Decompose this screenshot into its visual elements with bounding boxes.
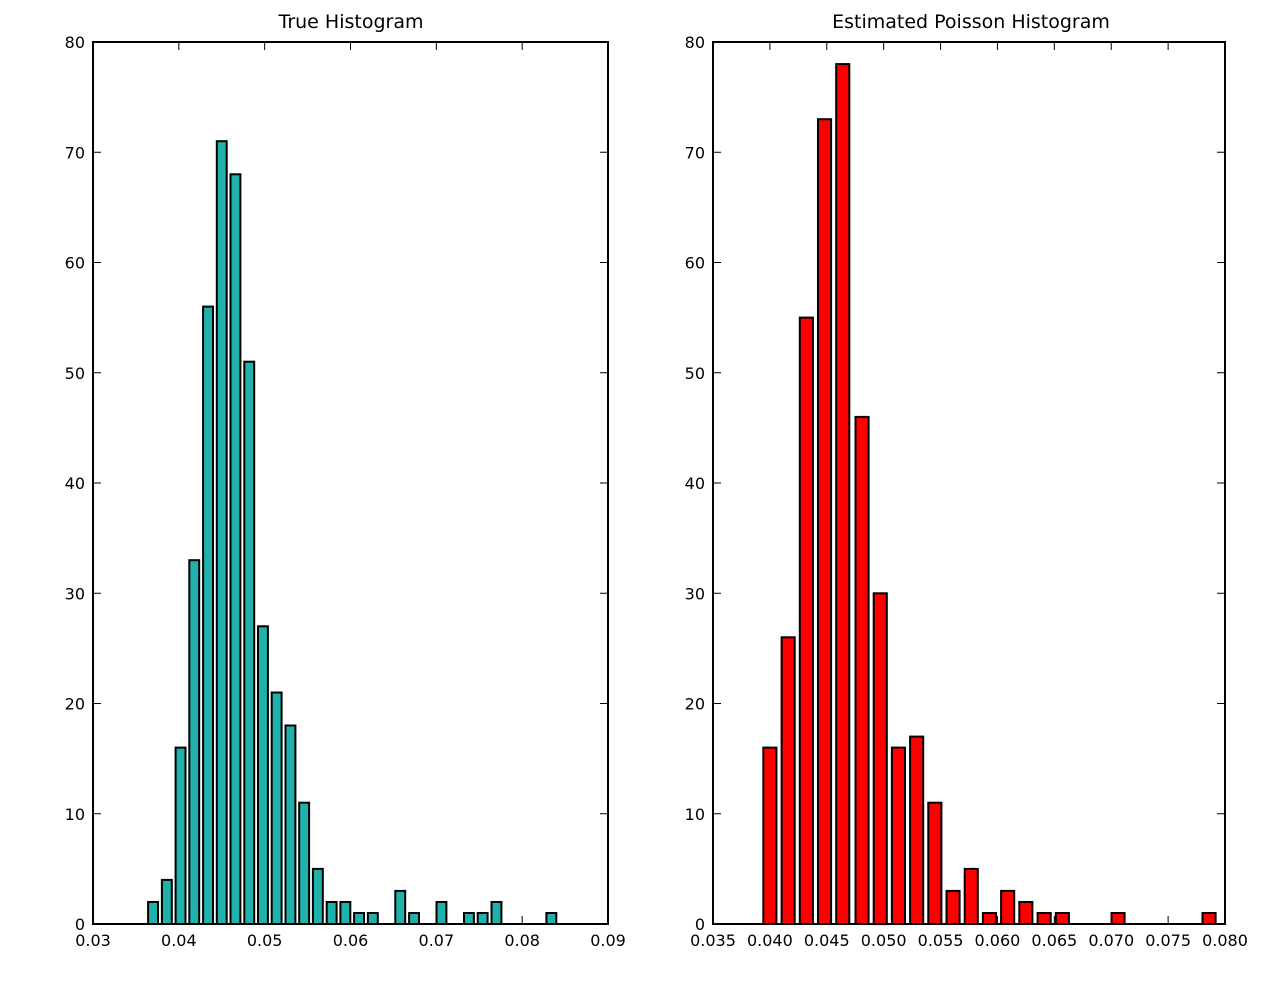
histogram-bar (353, 912, 366, 925)
histogram-bar (202, 305, 215, 926)
histogram-bar (298, 801, 311, 926)
chart-title: True Histogram (278, 11, 424, 33)
histogram-bar (1018, 901, 1034, 925)
histogram-bar (147, 901, 160, 925)
histogram-bar (339, 901, 352, 925)
x-tick-label: 0.05 (247, 931, 283, 950)
histogram-bar (780, 636, 796, 925)
histogram-bar (545, 912, 558, 925)
histogram-bar (1110, 912, 1126, 925)
histogram-bar (909, 735, 925, 925)
histogram-bar (188, 559, 201, 925)
x-tick-label: 0.09 (590, 931, 626, 950)
y-tick-label: 70 (65, 143, 85, 162)
x-tick-label: 0.070 (1088, 931, 1134, 950)
estimated-poisson-histogram-chart: Estimated Poisson Histogram 0.035 0.040 0.… (685, 11, 1248, 950)
x-tick-label: 0.080 (1202, 931, 1248, 950)
y-tick-label: 50 (65, 364, 85, 383)
bars-layer (762, 63, 1217, 926)
histogram-bar (160, 878, 173, 926)
histogram-bar (762, 746, 778, 925)
ticks-layer: 0.035 0.040 0.045 0.050 0.055 0.060 0.065 0.070… (685, 33, 1248, 950)
histogram-bar (257, 625, 269, 925)
y-tick-label: 20 (685, 695, 705, 714)
y-tick-label: 10 (685, 805, 705, 824)
x-tick-label: 0.060 (975, 931, 1021, 950)
histogram-bar (490, 901, 503, 925)
histogram-bar (229, 173, 242, 926)
histogram-bar (408, 912, 421, 925)
histogram-bar (1000, 889, 1016, 926)
histogram-bar (835, 63, 851, 926)
histogram-bar (476, 912, 489, 925)
y-tick-label: 40 (685, 474, 705, 493)
y-tick-label: 80 (685, 33, 705, 52)
y-tick-label: 40 (65, 474, 85, 493)
histogram-bar (1054, 912, 1070, 925)
ticks-layer: 0.03 0.04 0.05 0.06 0.07 0.08 0.09 0 10 20 30 40 50 6… (65, 33, 626, 950)
x-tick-label: 0.040 (747, 931, 793, 950)
y-tick-label: 60 (65, 254, 85, 273)
histogram-bar (981, 912, 998, 925)
histogram-bar (270, 691, 283, 925)
plot-frame (92, 41, 609, 925)
histogram-bar (798, 316, 814, 926)
x-tick-label: 0.055 (918, 931, 964, 950)
x-tick-label: 0.075 (1145, 931, 1191, 950)
bars-layer (147, 140, 558, 926)
x-tick-label: 0.045 (804, 931, 850, 950)
y-tick-label: 0 (695, 915, 705, 934)
histogram-bar (872, 592, 888, 926)
histogram-bar (284, 724, 297, 925)
y-tick-label: 80 (65, 33, 85, 52)
histogram-bar (963, 867, 979, 926)
y-tick-label: 60 (685, 254, 705, 273)
x-tick-label: 0.08 (504, 931, 540, 950)
x-tick-label: 0.07 (419, 931, 455, 950)
histogram-bar (927, 801, 943, 926)
histogram-bar (174, 746, 187, 925)
histogram-bar (325, 901, 338, 925)
x-tick-label: 0.04 (161, 931, 197, 950)
histogram-bar (215, 140, 228, 925)
x-tick-label: 0.050 (861, 931, 907, 950)
y-tick-label: 10 (65, 805, 85, 824)
y-tick-label: 70 (685, 143, 705, 162)
histogram-bar (435, 901, 448, 925)
histogram-bar (463, 912, 475, 925)
histogram-bar (366, 912, 379, 925)
x-tick-label: 0.06 (333, 931, 369, 950)
histogram-bar (854, 415, 870, 925)
y-tick-label: 20 (65, 695, 85, 714)
histogram-bar (1036, 912, 1052, 925)
histogram-bar (945, 889, 961, 926)
y-tick-label: 50 (685, 364, 705, 383)
true-histogram-chart: True Histogram 0.03 0.04 0.05 0.06 0.07 0.08 0… (65, 11, 626, 950)
plot-frame (712, 41, 1226, 925)
y-tick-label: 30 (65, 584, 85, 603)
histogram-bar (243, 360, 256, 925)
x-tick-label: 0.03 (75, 931, 111, 950)
histogram-bar (394, 889, 407, 926)
histogram-bar (311, 867, 324, 926)
y-tick-label: 30 (685, 584, 705, 603)
chart-title: Estimated Poisson Histogram (832, 11, 1110, 33)
histogram-bar (817, 118, 833, 925)
x-tick-label: 0.065 (1031, 931, 1077, 950)
histogram-bar (890, 746, 907, 925)
x-tick-label: 0.035 (690, 931, 736, 950)
y-tick-label: 0 (75, 915, 85, 934)
histogram-bar (1201, 912, 1217, 925)
